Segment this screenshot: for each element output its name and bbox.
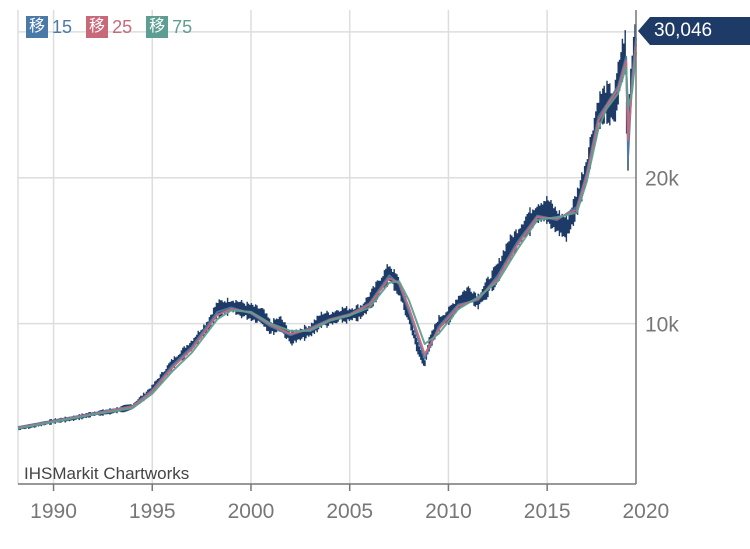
price-series [18,24,636,431]
legend-label-ma75: 75 [172,16,193,37]
legend-badge-ma75: 移 [146,16,169,38]
x-tick-label: 1995 [129,500,176,523]
legend: 移 15 移 25 移 75 [26,16,192,38]
last-price-value: 30,046 [650,17,750,46]
axes: 1990 1995 2000 2005 2010 2015 2020 10k 20k [18,10,679,523]
x-tick-label: 1990 [30,500,77,523]
moving-average-75 [17,52,637,430]
moving-average-25 [17,43,637,429]
x-tick-label: 2005 [326,500,373,523]
legend-label-ma15: 15 [52,16,73,37]
legend-item-ma75[interactable]: 移 75 [146,16,192,38]
moving-average-15 [17,37,637,429]
x-tick-label: 2010 [425,500,472,523]
legend-item-ma25[interactable]: 移 25 [86,16,132,38]
y-tick-label: 10k [645,314,679,337]
x-tick-label: 2020 [623,500,670,523]
legend-badge-ma25: 移 [86,16,109,38]
legend-label-ma25: 25 [112,16,133,37]
y-tick-label: 20k [645,168,679,191]
x-tick-label: 2000 [228,500,275,523]
price-bars [18,24,636,431]
x-tick-label: 2015 [524,500,571,523]
grid [17,10,636,484]
last-price-pointer [638,17,650,46]
legend-item-ma15[interactable]: 移 15 [26,16,72,38]
watermark: IHSMarkit Chartworks [24,464,190,483]
legend-badge-ma15: 移 [26,16,49,38]
plot-area [17,24,637,431]
